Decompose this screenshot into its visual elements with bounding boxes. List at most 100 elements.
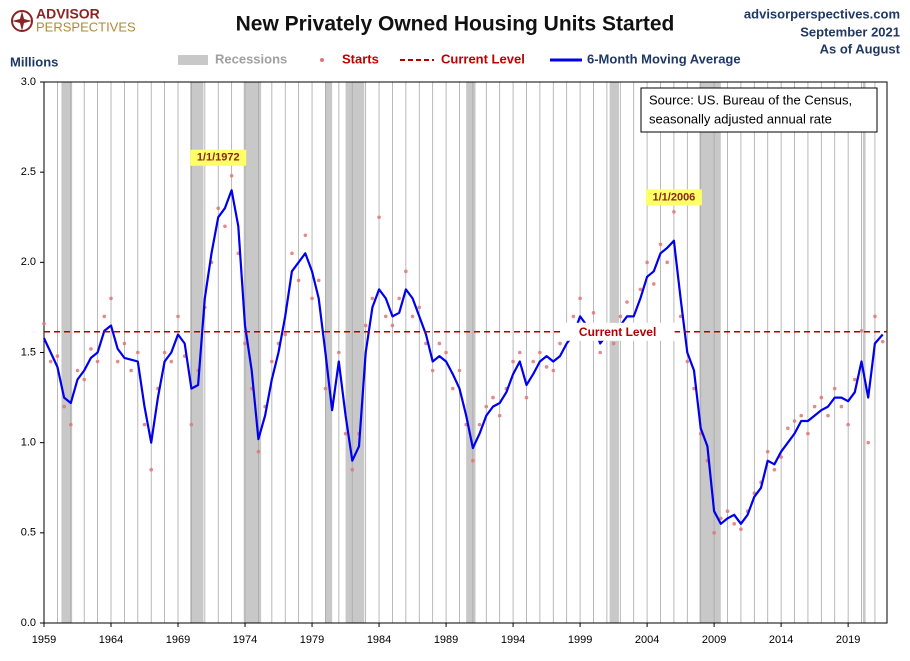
start-point <box>363 323 368 328</box>
start-point <box>216 206 221 211</box>
start-point <box>149 467 154 472</box>
start-point <box>806 431 810 436</box>
start-point <box>142 422 147 427</box>
start-point <box>772 467 777 472</box>
start-point <box>310 296 314 301</box>
date-line: As of August <box>820 41 901 56</box>
start-point <box>62 404 66 409</box>
legend-swatch <box>320 58 324 62</box>
start-point <box>625 300 629 304</box>
start-point <box>491 395 495 400</box>
chart-title: New Privately Owned Housing Units Starte… <box>236 13 675 36</box>
y-tick-label: 0.0 <box>21 617 36 629</box>
start-point <box>517 350 522 355</box>
start-point <box>571 314 576 319</box>
start-point <box>42 321 46 326</box>
date-line: September 2021 <box>800 24 900 39</box>
start-point <box>832 386 837 391</box>
start-point <box>55 354 60 358</box>
start-point <box>437 341 442 346</box>
recession-band <box>325 82 333 623</box>
start-point <box>819 395 824 400</box>
start-point <box>397 296 401 301</box>
recession-band <box>345 82 365 623</box>
start-point <box>162 350 167 355</box>
start-point <box>136 350 140 355</box>
start-point <box>799 413 804 418</box>
start-point <box>95 359 100 364</box>
x-tick-label: 1999 <box>568 634 592 646</box>
start-point <box>343 431 348 436</box>
start-point <box>109 296 113 301</box>
recession-band <box>862 82 866 623</box>
start-point <box>839 404 844 409</box>
start-point <box>270 359 274 364</box>
start-point <box>370 296 375 301</box>
start-point <box>558 341 562 346</box>
start-point <box>732 522 737 526</box>
start-point <box>424 341 428 346</box>
start-point <box>404 269 408 274</box>
start-point <box>725 509 730 513</box>
start-point <box>82 377 87 382</box>
start-point <box>786 426 790 431</box>
annotation-bg <box>190 149 247 166</box>
annotation: 1/1/2006 <box>652 191 695 203</box>
start-point <box>69 422 73 427</box>
start-point <box>323 386 328 391</box>
start-point <box>645 260 649 265</box>
recession-band <box>699 82 721 623</box>
start-point <box>75 368 80 373</box>
legend-label: Starts <box>342 51 379 66</box>
start-point <box>611 341 616 346</box>
start-point <box>450 386 455 391</box>
x-tick-label: 2009 <box>702 634 726 646</box>
start-point <box>511 359 515 364</box>
logo-bottom: PERSPECTIVES <box>36 19 136 34</box>
recession-band <box>466 82 476 623</box>
start-point <box>296 278 301 283</box>
start-point <box>383 314 388 319</box>
start-point <box>638 287 643 292</box>
start-point <box>551 368 556 373</box>
start-point <box>712 531 716 535</box>
start-point <box>243 341 247 346</box>
y-axis-label: Millions <box>10 54 58 69</box>
start-point <box>812 404 817 409</box>
start-point <box>390 323 395 328</box>
site: advisorperspectives.com <box>744 6 900 21</box>
current-level-label: Current Level <box>579 325 656 339</box>
source-box: Source: US. Bureau of the Census, season… <box>640 87 878 133</box>
x-tick-label: 1989 <box>434 634 458 646</box>
recession-band <box>190 82 204 623</box>
logo-top: ADVISOR <box>36 6 100 22</box>
start-point <box>102 314 107 319</box>
x-tick-label: 1964 <box>99 634 123 646</box>
start-point <box>350 467 355 472</box>
recession-band <box>243 82 262 623</box>
start-point <box>316 278 321 283</box>
start-point <box>229 173 234 178</box>
start-point <box>176 314 180 319</box>
y-tick-label: 2.0 <box>21 256 36 268</box>
start-point <box>457 368 462 373</box>
x-tick-label: 1974 <box>233 634 257 646</box>
start-point <box>303 233 308 238</box>
start-point <box>880 339 885 344</box>
y-tick-label: 1.0 <box>21 437 36 449</box>
start-point <box>685 359 690 364</box>
start-point <box>417 305 422 310</box>
start-point <box>538 350 542 355</box>
start-point <box>223 224 227 229</box>
start-point <box>846 422 850 427</box>
start-point <box>719 516 723 521</box>
x-tick-label: 1959 <box>32 634 56 646</box>
start-point <box>115 359 120 364</box>
start-point <box>873 314 877 319</box>
start-point <box>477 422 482 427</box>
start-point <box>765 449 770 454</box>
plot-frame <box>43 81 888 624</box>
legend-swatch <box>178 55 208 65</box>
current-level-bg <box>560 322 675 341</box>
